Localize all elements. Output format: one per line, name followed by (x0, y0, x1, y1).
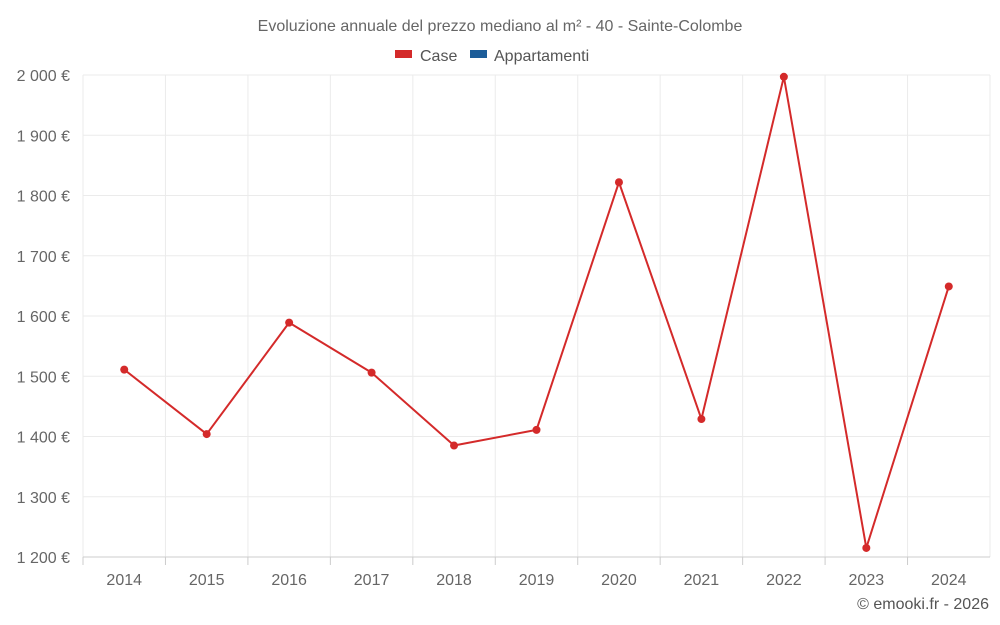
y-gridlines (83, 74, 990, 558)
legend: Case Appartamenti (395, 48, 589, 65)
y-tick-label: 1 800 € (17, 189, 70, 206)
data-point-2016[interactable] (285, 318, 294, 327)
data-point-2021[interactable] (697, 415, 706, 424)
x-tick-label: 2015 (189, 572, 225, 589)
x-tick-label: 2014 (106, 572, 142, 589)
x-tick-label: 2024 (931, 572, 967, 589)
legend-swatch-case[interactable] (395, 50, 412, 58)
data-point-2018[interactable] (450, 441, 459, 450)
y-tick-label: 1 500 € (17, 369, 70, 386)
x-tick-label: 2016 (271, 572, 307, 589)
y-tick-label: 1 200 € (17, 550, 70, 567)
data-point-2022[interactable] (779, 72, 788, 81)
x-tick-label: 2020 (601, 572, 637, 589)
chart-title: Evoluzione annuale del prezzo mediano al… (258, 18, 743, 35)
x-tick-label: 2022 (766, 572, 802, 589)
series-case (120, 72, 953, 552)
y-tick-label: 1 900 € (17, 128, 70, 145)
data-point-2020[interactable] (614, 178, 623, 187)
x-tick-label: 2018 (436, 572, 472, 589)
x-tick-label: 2023 (849, 572, 885, 589)
data-point-2019[interactable] (532, 425, 541, 434)
x-tick-label: 2017 (354, 572, 390, 589)
x-axis-labels: 2014 2015 2016 2017 2018 2019 2020 2021 2022 2023… (106, 572, 966, 589)
data-point-2024[interactable] (944, 282, 953, 291)
y-axis-labels: 1 200 € 1 300 € 1 400 € 1 500 € 1 600 € 1 700… (17, 68, 70, 567)
legend-swatch-appartamenti[interactable] (470, 50, 487, 58)
y-tick-label: 1 400 € (17, 430, 70, 447)
y-tick-label: 2 000 € (17, 68, 70, 85)
data-point-2023[interactable] (862, 543, 871, 552)
y-tick-label: 1 300 € (17, 490, 70, 507)
y-tick-label: 1 700 € (17, 249, 70, 266)
data-point-2017[interactable] (367, 368, 376, 377)
x-gridlines (82, 75, 991, 565)
legend-label-appartamenti[interactable]: Appartamenti (494, 48, 589, 65)
x-tick-label: 2021 (684, 572, 720, 589)
data-point-2014[interactable] (120, 365, 129, 374)
credit-text: © emooki.fr - 2026 (857, 596, 989, 613)
data-point-2015[interactable] (202, 430, 211, 439)
y-tick-label: 1 600 € (17, 309, 70, 326)
x-tick-label: 2019 (519, 572, 555, 589)
legend-label-case[interactable]: Case (420, 48, 457, 65)
